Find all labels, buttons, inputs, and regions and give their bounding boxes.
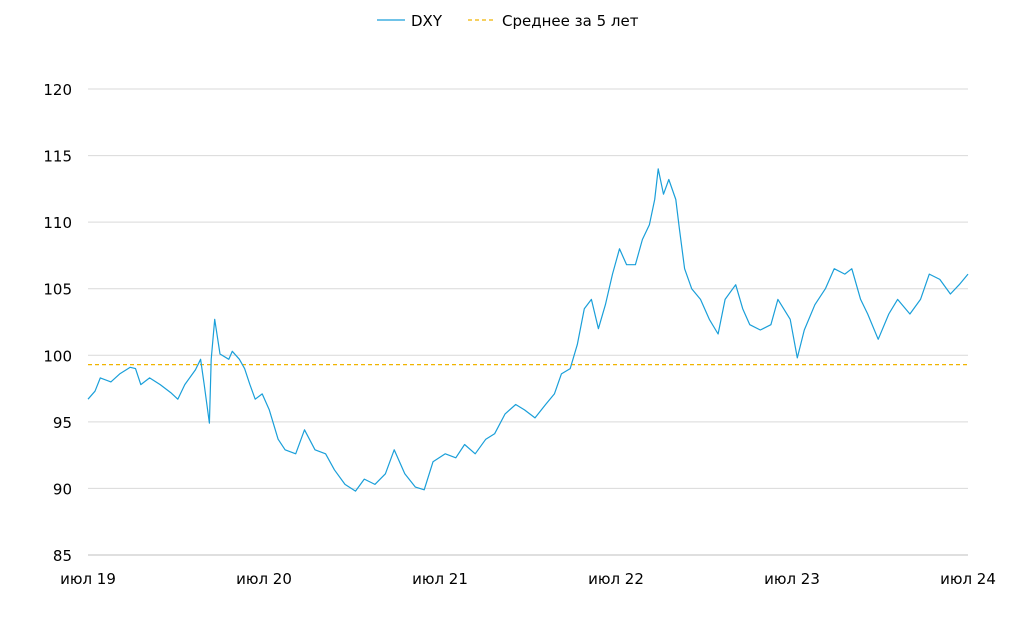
y-tick-label: 105	[43, 281, 72, 299]
x-tick-label: июл 24	[940, 570, 996, 588]
x-tick-label: июл 23	[764, 570, 820, 588]
gridlines	[88, 88, 968, 556]
y-tick-label: 85	[53, 547, 72, 565]
x-tick-label: июл 21	[412, 570, 468, 588]
plot-area	[87, 168, 969, 492]
x-axis: июл 19 июл 20 июл 21 июл 22 июл 23 июл 24	[60, 570, 996, 588]
x-tick-label: июл 22	[588, 570, 644, 588]
x-tick-label: июл 19	[60, 570, 116, 588]
legend: DXY Среднее за 5 лет	[377, 12, 639, 30]
y-tick-label: 90	[53, 480, 72, 498]
y-tick-label: 115	[43, 148, 72, 166]
y-tick-label: 110	[43, 214, 72, 232]
series-line-dxy	[87, 168, 969, 492]
legend-label-dxy: DXY	[411, 12, 443, 30]
y-tick-label: 120	[43, 81, 72, 99]
x-tick-label: июл 20	[236, 570, 292, 588]
y-tick-label: 95	[53, 414, 72, 432]
y-axis: 85 90 95 100 105 110 115 120	[43, 81, 72, 565]
legend-label-mean: Среднее за 5 лет	[502, 12, 639, 30]
y-tick-label: 100	[43, 347, 72, 365]
